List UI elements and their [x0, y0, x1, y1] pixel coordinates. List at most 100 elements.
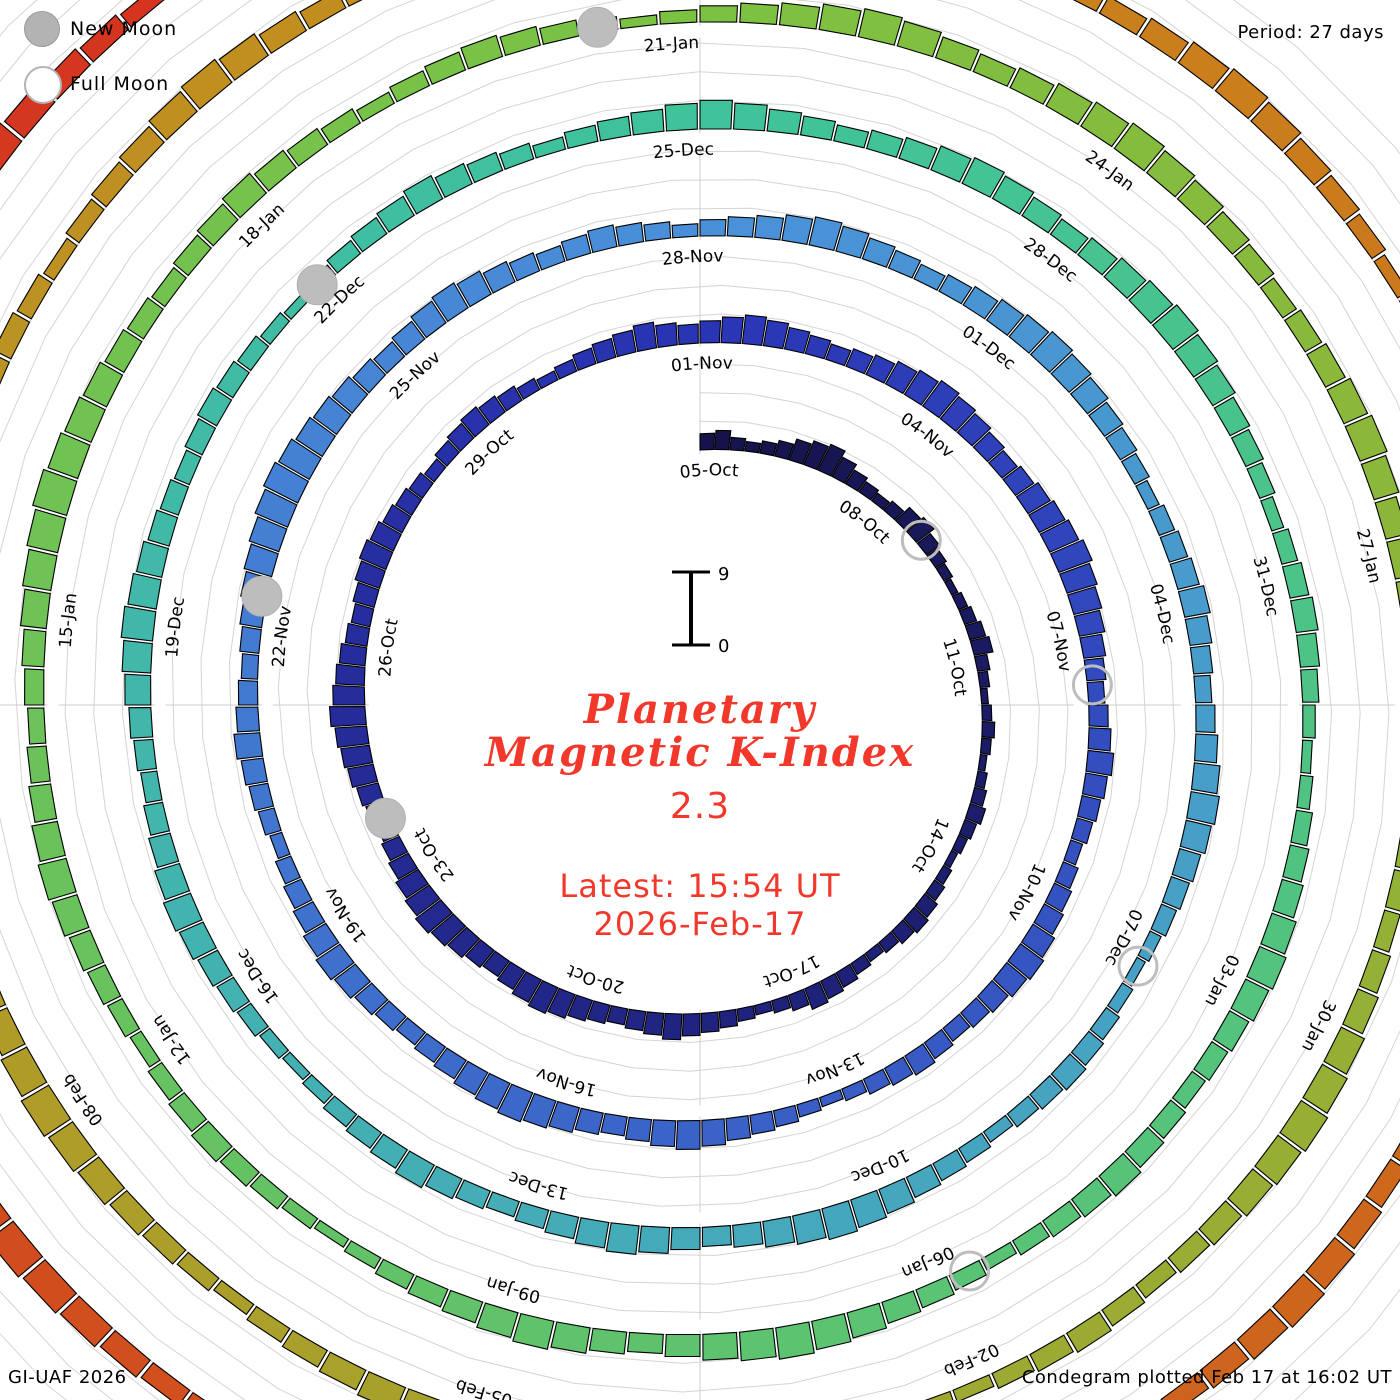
kp-bar: [1089, 1006, 1121, 1041]
kp-bar: [791, 1208, 827, 1245]
kp-bar: [972, 431, 1006, 463]
new-moon-marker: [241, 575, 283, 617]
kp-bar: [759, 440, 778, 457]
kp-bar: [350, 602, 375, 628]
kp-bar: [423, 51, 467, 85]
kp-bar: [1283, 309, 1323, 353]
kp-bar: [532, 136, 567, 159]
kp-bar: [259, 311, 291, 346]
kp-bar: [37, 857, 77, 901]
kp-bar: [464, 938, 495, 969]
kp-bar: [1326, 377, 1369, 425]
kp-bar: [770, 995, 792, 1014]
kp-bar: [354, 560, 386, 590]
spiral-date-label: 01-Nov: [670, 354, 733, 377]
kp-bar: [147, 509, 179, 547]
kp-bar: [47, 1121, 98, 1173]
kp-bar: [567, 994, 594, 1022]
kp-bar: [831, 456, 858, 484]
spiral-date-label: 16-Nov: [534, 1063, 599, 1100]
full-moon-marker: [1071, 664, 1113, 706]
kp-bar: [1050, 353, 1092, 394]
kp-bar: [1300, 668, 1320, 703]
kp-bar: [630, 108, 665, 136]
kp-bar: [1391, 1142, 1400, 1162]
kp-bar: [1206, 210, 1250, 255]
kp-bar: [638, 1225, 671, 1254]
kp-bar: [26, 745, 51, 784]
kp-bar: [649, 1119, 677, 1148]
kp-bar: [1008, 313, 1050, 354]
kp-bar: [153, 862, 191, 901]
kp-bar: [624, 1116, 653, 1143]
kp-bar: [65, 198, 105, 244]
kp-bar: [374, 1000, 407, 1032]
kp-bar: [404, 884, 441, 917]
kp-bar: [508, 252, 541, 282]
kp-bar: [441, 1289, 484, 1324]
kp-bar: [857, 8, 903, 46]
kp-bar: [1148, 1099, 1187, 1140]
kp-bar: [147, 1061, 184, 1101]
kp-bar: [118, 125, 165, 174]
kp-bar: [1199, 1341, 1250, 1389]
kp-bar: [1098, 1152, 1142, 1197]
kp-bar: [664, 102, 698, 132]
kp-bar: [485, 1191, 521, 1218]
kp-bar: [282, 878, 313, 910]
kp-bar: [915, 1275, 955, 1309]
kp-bar: [126, 297, 164, 340]
kp-bar: [162, 892, 203, 932]
kp-bar: [1358, 949, 1392, 995]
kp-bar: [1302, 704, 1316, 739]
kp-bar: [295, 416, 337, 458]
kp-bar: [938, 273, 973, 305]
kp-bar: [129, 1030, 161, 1068]
kp-bar: [369, 1133, 409, 1169]
kp-bar: [958, 818, 978, 841]
kp-bar: [0, 311, 31, 360]
kp-bar: [671, 223, 699, 239]
kp-bar: [109, 1189, 155, 1236]
kp-bar: [1190, 762, 1221, 795]
kp-bar: [133, 738, 158, 772]
kp-bar: [762, 1215, 796, 1248]
kp-bar: [596, 115, 632, 142]
kp-bar: [498, 142, 535, 171]
kp-bar: [991, 175, 1035, 215]
kp-bar: [414, 899, 454, 934]
kp-bar: [24, 668, 45, 706]
kp-bar: [1323, 1026, 1366, 1075]
kp-bar: [1290, 596, 1319, 634]
kp-bar: [0, 122, 23, 171]
kp-bar: [749, 1110, 776, 1136]
kp-bar: [664, 1333, 701, 1358]
kp-bar: [1009, 67, 1055, 105]
kp-bar: [726, 216, 756, 238]
kp-bar: [804, 981, 829, 1011]
kp-bar: [322, 1095, 358, 1128]
kp-bar: [395, 1017, 427, 1046]
kp-bar: [818, 3, 862, 37]
kp-bar: [143, 801, 171, 836]
kp-bar: [718, 1008, 739, 1029]
kp-bar: [173, 449, 202, 486]
kp-bar: [914, 892, 939, 919]
kp-bar: [382, 503, 412, 534]
kp-bar: [1169, 557, 1200, 591]
kp-bar: [544, 1210, 580, 1240]
kp-bar: [1259, 277, 1298, 319]
kp-bar: [410, 300, 447, 339]
kp-bar: [140, 1362, 191, 1400]
kp-bar: [257, 807, 282, 836]
kp-bar: [26, 508, 67, 554]
kp-bar: [987, 449, 1019, 479]
kp-bar: [1028, 500, 1066, 534]
kp-bar: [600, 1112, 628, 1137]
kp-bar: [47, 432, 91, 480]
kp-bar: [1194, 733, 1219, 764]
kp-bar: [571, 347, 597, 372]
kp-bar: [335, 663, 366, 686]
